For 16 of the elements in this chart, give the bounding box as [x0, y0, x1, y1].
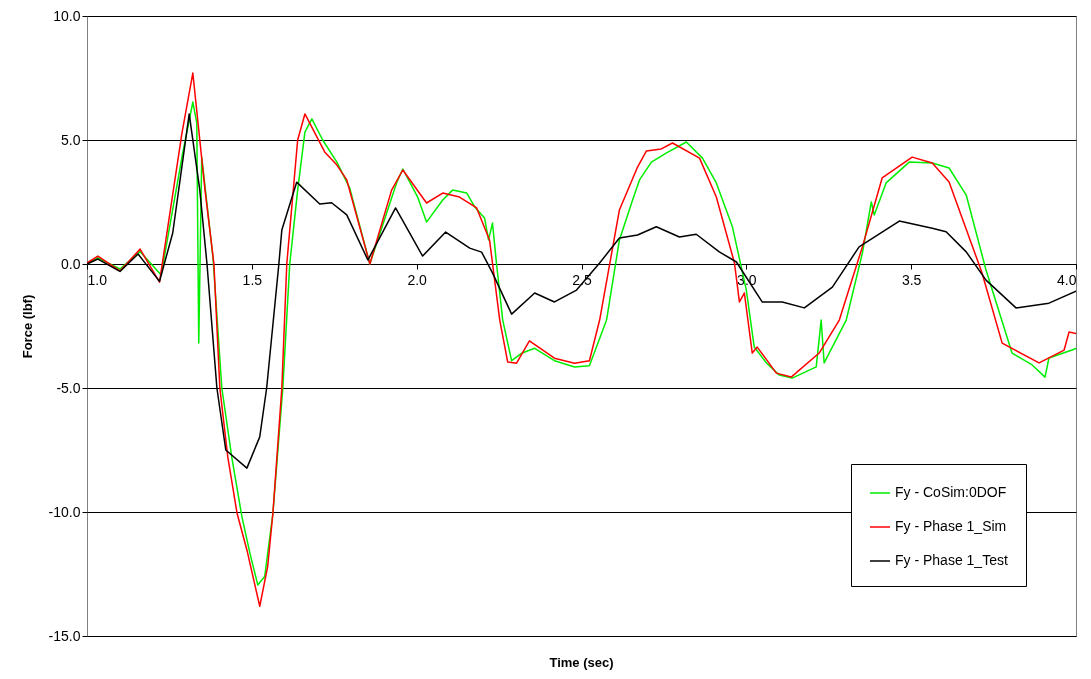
x-axis-title: Time (sec) — [549, 655, 614, 670]
y-tick-label: -5.0 — [56, 379, 81, 396]
legend-label: Fy - CoSim:0DOF — [895, 484, 1007, 500]
x-tick-label: 1.5 — [242, 271, 263, 288]
y-tick-label: -10.0 — [48, 503, 81, 520]
x-tick-label: 3.5 — [901, 271, 922, 288]
legend-label: Fy - Phase 1_Test — [895, 552, 1008, 568]
y-axis-title: Force (lbf) — [19, 294, 35, 359]
legend-label: Fy - Phase 1_Sim — [895, 518, 1007, 534]
y-tick-label: 0.0 — [61, 255, 81, 272]
x-tick-label: 1.0 — [87, 271, 108, 288]
x-tick-label: 2.0 — [407, 271, 428, 288]
y-tick-label: 5.0 — [61, 131, 81, 148]
y-tick-label: -15.0 — [48, 627, 81, 644]
x-tick-label: 4.0 — [1057, 271, 1077, 288]
y-tick-label: 10.0 — [53, 7, 81, 24]
